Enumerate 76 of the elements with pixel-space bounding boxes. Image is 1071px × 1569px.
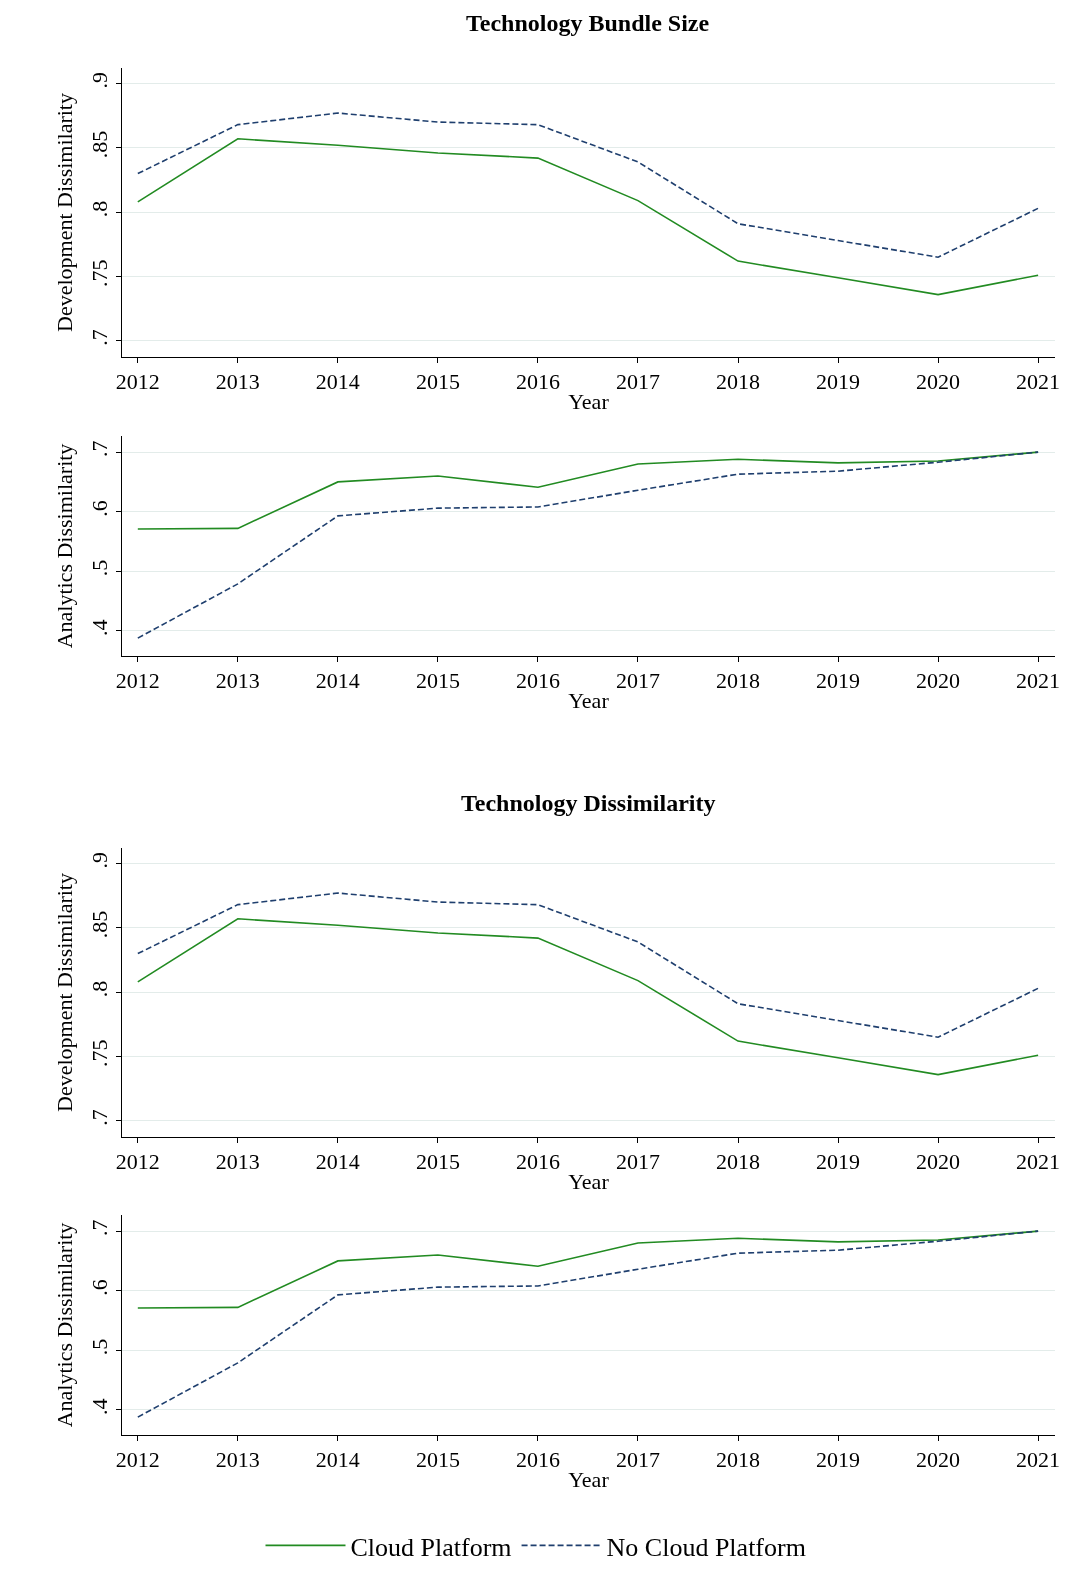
line-series: [137, 1230, 1039, 1418]
x-tick-label: 2019: [816, 369, 861, 395]
y-tick-label: .85: [87, 910, 112, 939]
x-tick-label: 2021: [1016, 1447, 1061, 1473]
chart-title: Technology Dissimilarity: [461, 790, 716, 816]
y-tick-label: .7: [87, 1219, 112, 1237]
x-tick-label: 2019: [816, 668, 861, 694]
x-tick-label: 2014: [315, 1149, 360, 1175]
y-axis-title: Analytics Dissimilarity: [51, 443, 77, 649]
y-axis-title: Development Dissimilarity: [51, 873, 77, 1112]
y-tick-label: .9: [87, 71, 112, 89]
x-tick-label: 2021: [1016, 369, 1061, 395]
x-tick-label: 2015: [415, 369, 460, 395]
x-tick-label: 2020: [916, 1149, 961, 1175]
x-tick-label: 2012: [115, 1447, 160, 1473]
x-tick-label: 2017: [615, 369, 660, 395]
x-tick-label: 2019: [816, 1447, 861, 1473]
x-tick-label: 2021: [1016, 1149, 1061, 1175]
x-tick-label: 2012: [115, 1149, 160, 1175]
x-tick-label: 2016: [515, 369, 560, 395]
line-series: [137, 112, 1039, 259]
x-tick-label: 2014: [315, 668, 360, 694]
y-tick-label: .5: [87, 1338, 112, 1356]
y-tick-label: .5: [87, 559, 112, 577]
x-tick-label: 2020: [916, 369, 961, 395]
legend-label: No Cloud Platform: [606, 1532, 806, 1562]
x-tick-label: 2017: [615, 668, 660, 694]
legend-label: Cloud Platform: [350, 1532, 512, 1562]
x-tick-label: 2018: [716, 369, 761, 395]
y-tick-label: .9: [87, 851, 112, 869]
x-axis-title: Year: [568, 688, 610, 714]
y-tick-label: .4: [87, 1398, 112, 1415]
x-tick-label: 2016: [515, 1447, 560, 1473]
y-tick-label: .75: [87, 1039, 112, 1067]
x-tick-label: 2012: [115, 369, 160, 395]
x-tick-label: 2013: [215, 369, 260, 395]
line-series: [137, 918, 1039, 1076]
y-tick-label: .75: [87, 259, 112, 287]
x-tick-label: 2015: [415, 1447, 460, 1473]
chart-title: Technology Bundle Size: [466, 10, 710, 36]
x-tick-label: 2013: [215, 1149, 260, 1175]
y-tick-label: .85: [87, 130, 112, 159]
x-tick-label: 2019: [816, 1149, 861, 1175]
x-tick-label: 2015: [415, 1149, 460, 1175]
y-tick-label: .6: [87, 500, 112, 517]
x-axis-title: Year: [568, 1169, 610, 1195]
x-tick-label: 2020: [916, 1447, 961, 1473]
x-tick-label: 2017: [615, 1149, 660, 1175]
x-tick-label: 2016: [515, 668, 560, 694]
x-tick-label: 2017: [615, 1447, 660, 1473]
y-tick-label: .4: [87, 619, 112, 636]
y-tick-label: .8: [87, 200, 112, 218]
line-series: [137, 892, 1039, 1039]
line-series: [137, 451, 1039, 639]
y-tick-label: .6: [87, 1279, 112, 1296]
y-tick-label: .8: [87, 980, 112, 998]
x-tick-label: 2013: [215, 668, 260, 694]
x-tick-label: 2015: [415, 668, 460, 694]
x-tick-label: 2014: [315, 1447, 360, 1473]
x-axis-title: Year: [568, 389, 610, 415]
x-tick-label: 2018: [716, 1149, 761, 1175]
x-tick-label: 2012: [115, 668, 160, 694]
y-axis-title: Development Dissimilarity: [51, 93, 77, 332]
x-tick-label: 2016: [515, 1149, 560, 1175]
x-tick-label: 2018: [716, 1447, 761, 1473]
line-series: [137, 138, 1039, 296]
y-tick-label: .7: [87, 329, 112, 346]
x-tick-label: 2013: [215, 1447, 260, 1473]
x-tick-label: 2014: [315, 369, 360, 395]
y-tick-label: .7: [87, 440, 112, 458]
x-tick-label: 2020: [916, 668, 961, 694]
x-tick-label: 2021: [1016, 668, 1061, 694]
x-axis-title: Year: [568, 1467, 610, 1493]
y-axis-title: Analytics Dissimilarity: [51, 1222, 77, 1428]
y-tick-label: .7: [87, 1109, 112, 1126]
x-tick-label: 2018: [716, 668, 761, 694]
